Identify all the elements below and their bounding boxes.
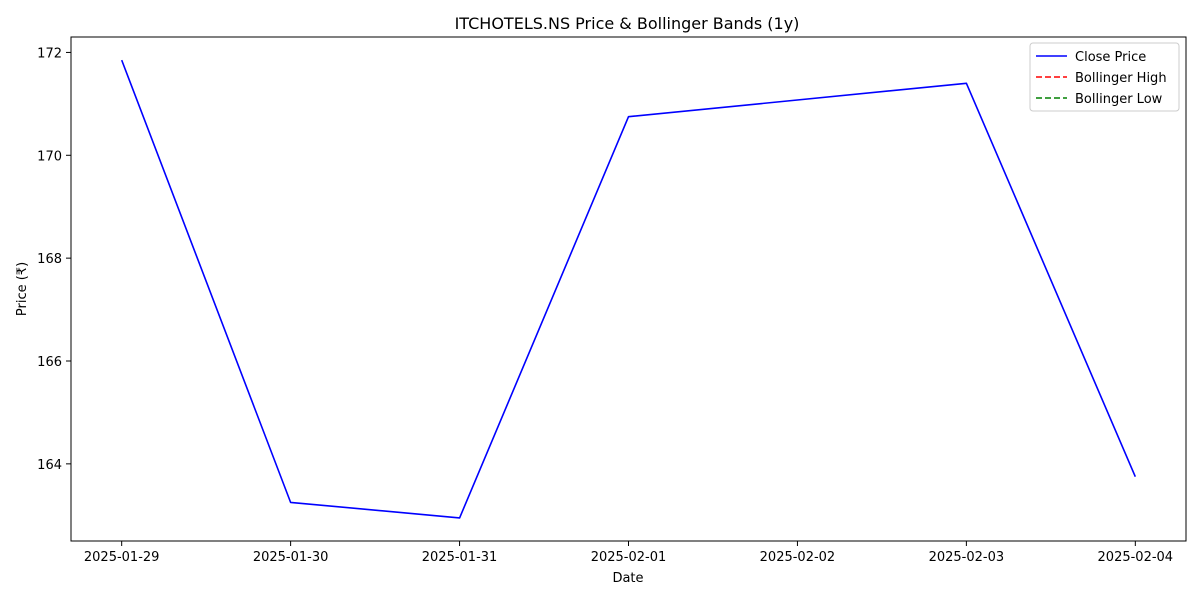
series-line-close-price — [120, 59, 1137, 519]
y-tick-label: 166 — [37, 355, 62, 370]
x-tick-label: 2025-02-03 — [929, 550, 1005, 565]
y-tick-label: 170 — [37, 149, 62, 164]
axes-frame — [70, 36, 1187, 542]
x-tick-label: 2025-02-02 — [760, 550, 836, 565]
y-axis-label: Price (₹) — [15, 262, 30, 316]
legend-label: Bollinger Low — [1075, 92, 1163, 107]
y-tick-label: 172 — [37, 46, 62, 61]
y-axis: 164 166 168 170 172 — [37, 46, 71, 473]
legend-box — [1029, 42, 1180, 112]
x-tick-label: 2025-01-31 — [422, 550, 498, 565]
x-tick-label: 2025-01-29 — [84, 550, 160, 565]
x-axis: 2025-01-29 2025-01-30 2025-01-31 2025-02-01… — [84, 541, 1173, 565]
x-tick-label: 2025-02-04 — [1098, 550, 1174, 565]
legend: Close Price Bollinger High Bollinger Low — [1029, 42, 1180, 112]
x-tick-label: 2025-02-01 — [591, 550, 667, 565]
x-axis-label: Date — [612, 571, 643, 586]
chart-title: ITCHOTELS.NS Price & Bollinger Bands (1y… — [455, 14, 800, 33]
legend-label: Close Price — [1075, 50, 1146, 65]
plot-area — [120, 59, 1137, 519]
legend-label: Bollinger High — [1075, 71, 1167, 86]
y-tick-label: 168 — [37, 252, 62, 267]
y-tick-label: 164 — [37, 458, 62, 473]
x-tick-label: 2025-01-30 — [253, 550, 329, 565]
